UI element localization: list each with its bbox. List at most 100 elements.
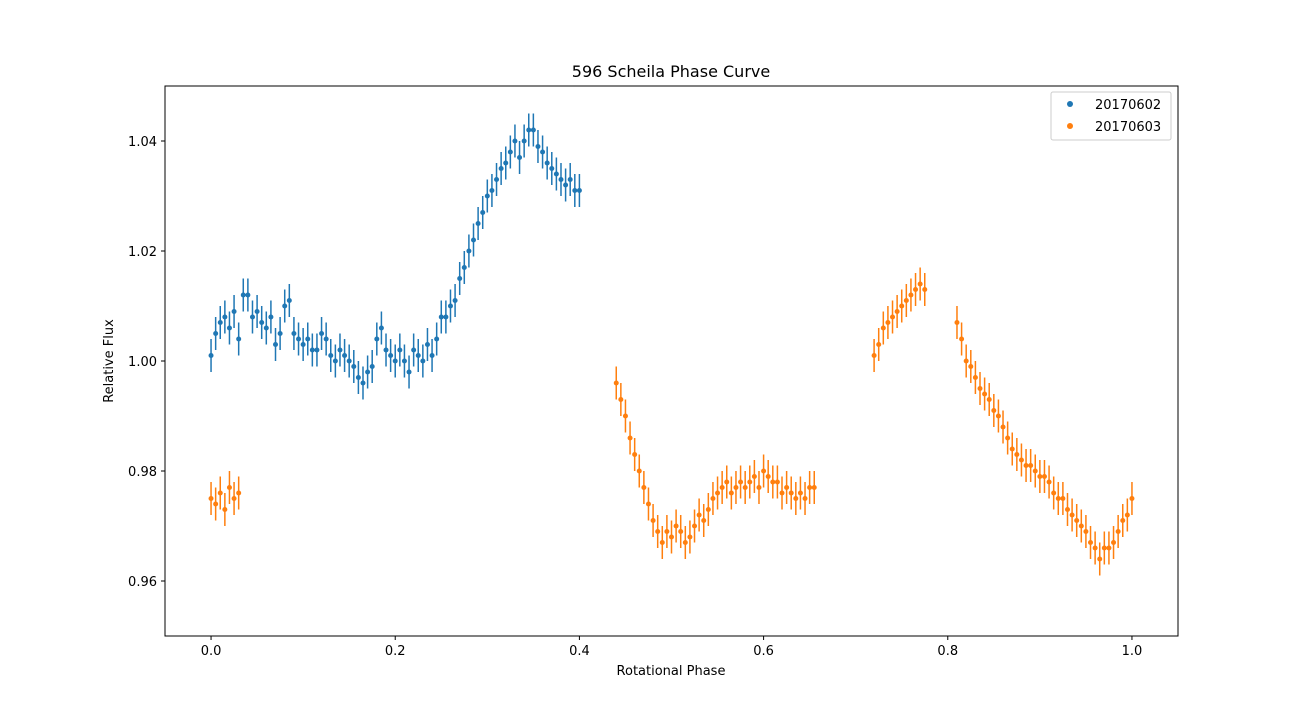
- data-point: [641, 485, 647, 490]
- data-point: [871, 353, 877, 358]
- data-point: [1074, 518, 1080, 523]
- data-point: [231, 309, 237, 314]
- data-point: [576, 188, 582, 193]
- data-point: [406, 369, 412, 375]
- data-point: [632, 452, 638, 457]
- data-point: [779, 490, 785, 496]
- data-point: [917, 281, 923, 287]
- data-point: [273, 342, 279, 347]
- data-point: [1083, 529, 1089, 534]
- data-point: [213, 331, 219, 336]
- data-point: [742, 485, 748, 490]
- data-point: [756, 485, 762, 490]
- data-point: [263, 325, 269, 331]
- data-point: [494, 177, 500, 182]
- data-point: [890, 314, 896, 320]
- data-point: [1097, 556, 1103, 562]
- data-point: [696, 512, 702, 518]
- data-point: [774, 479, 780, 485]
- data-point: [507, 149, 513, 155]
- plot-area: [208, 113, 1135, 576]
- data-point: [447, 303, 453, 309]
- data-point: [802, 496, 808, 501]
- data-point: [692, 523, 698, 529]
- data-point: [1037, 474, 1043, 479]
- legend: 20170602 20170603: [1050, 91, 1172, 141]
- data-point: [392, 358, 398, 364]
- data-point: [724, 479, 730, 485]
- data-point: [765, 474, 771, 479]
- data-point: [567, 177, 573, 182]
- data-point: [751, 474, 757, 479]
- y-tick-label: 1.02: [128, 245, 157, 260]
- data-point: [319, 331, 325, 336]
- data-point: [659, 540, 665, 545]
- data-point: [959, 336, 965, 342]
- data-point: [332, 358, 338, 364]
- data-point: [1101, 545, 1107, 551]
- data-point: [558, 177, 564, 182]
- data-point: [1055, 496, 1061, 501]
- data-point: [1124, 512, 1130, 518]
- data-point: [480, 210, 486, 215]
- data-point: [429, 353, 435, 358]
- data-point: [300, 342, 306, 347]
- data-point: [226, 485, 232, 490]
- data-point: [894, 309, 900, 314]
- data-point: [471, 237, 477, 243]
- data-point: [1129, 496, 1135, 501]
- legend-marker-20170603: [1067, 123, 1073, 129]
- data-point: [540, 149, 546, 155]
- data-point: [517, 155, 523, 160]
- data-point: [466, 248, 472, 254]
- data-point: [664, 529, 670, 534]
- data-point: [613, 380, 619, 386]
- data-point: [678, 529, 684, 534]
- data-point: [1028, 463, 1034, 468]
- data-point: [563, 182, 569, 188]
- data-point: [369, 364, 375, 369]
- data-point: [420, 358, 426, 364]
- data-point: [291, 331, 297, 336]
- x-tick-label: 0.8: [937, 644, 958, 659]
- data-point: [747, 479, 753, 485]
- data-point: [977, 386, 983, 391]
- data-point: [484, 193, 490, 199]
- data-point: [240, 292, 246, 298]
- data-point: [346, 358, 352, 364]
- data-point: [738, 479, 744, 485]
- data-point: [954, 320, 960, 325]
- data-point: [309, 347, 315, 353]
- data-point: [434, 336, 440, 342]
- data-point: [498, 166, 504, 171]
- data-point: [286, 298, 292, 303]
- data-point: [337, 347, 343, 353]
- data-point: [438, 314, 444, 320]
- data-point: [1023, 463, 1029, 468]
- data-point: [328, 353, 334, 358]
- data-point: [236, 336, 242, 342]
- data-point: [733, 485, 739, 490]
- data-point: [1051, 490, 1057, 496]
- data-point: [687, 534, 693, 540]
- data-point: [645, 501, 651, 507]
- data-point: [986, 397, 992, 402]
- data-point: [323, 336, 329, 342]
- y-axis-label: Relative Flux: [102, 319, 117, 403]
- data-point: [719, 485, 725, 490]
- series-20170603: [208, 267, 1135, 576]
- data-point: [213, 501, 219, 507]
- data-point: [452, 298, 458, 303]
- data-point: [475, 221, 481, 226]
- data-point: [388, 353, 394, 358]
- data-point: [682, 540, 688, 545]
- y-tick-label: 0.98: [128, 465, 157, 480]
- data-point: [217, 320, 223, 325]
- data-point: [374, 336, 380, 342]
- data-point: [457, 276, 463, 281]
- data-point: [913, 287, 919, 292]
- data-point: [572, 188, 578, 193]
- data-point: [424, 342, 430, 347]
